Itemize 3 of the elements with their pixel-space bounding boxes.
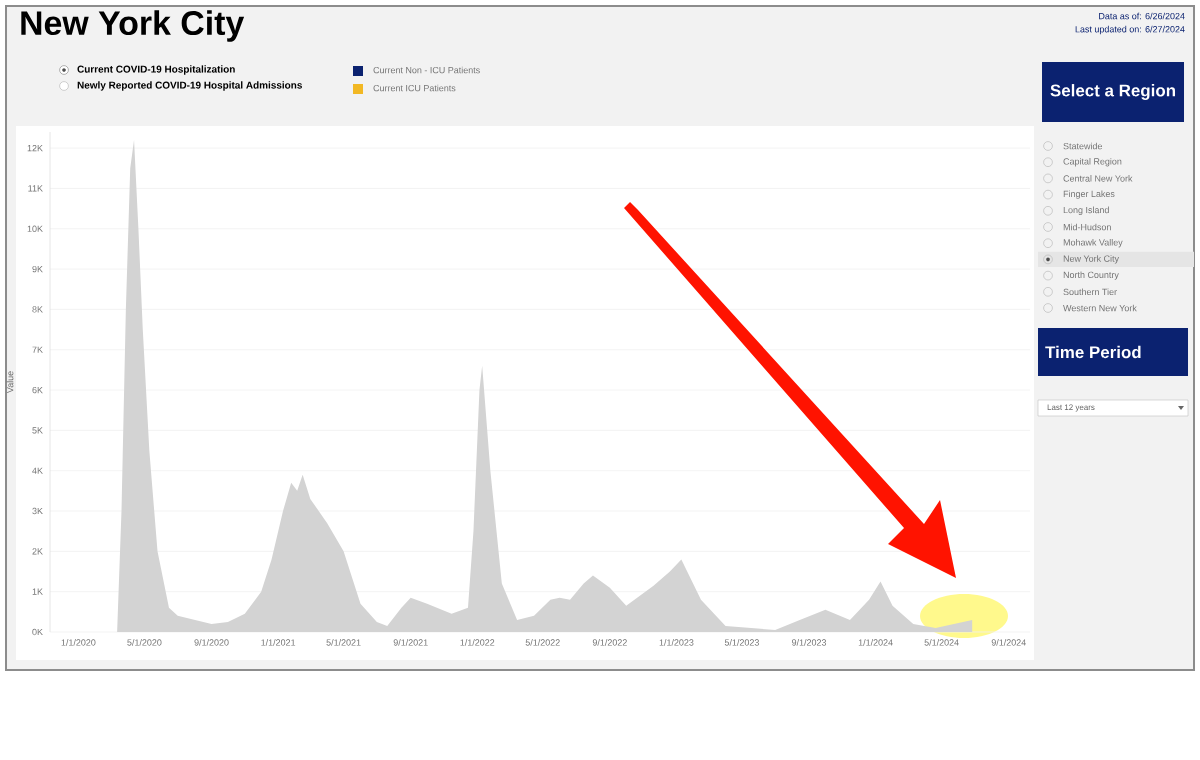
text: Select a Region xyxy=(1050,84,1175,100)
text: Time Period xyxy=(1045,345,1141,359)
chart-title: New York City xyxy=(21,10,245,42)
